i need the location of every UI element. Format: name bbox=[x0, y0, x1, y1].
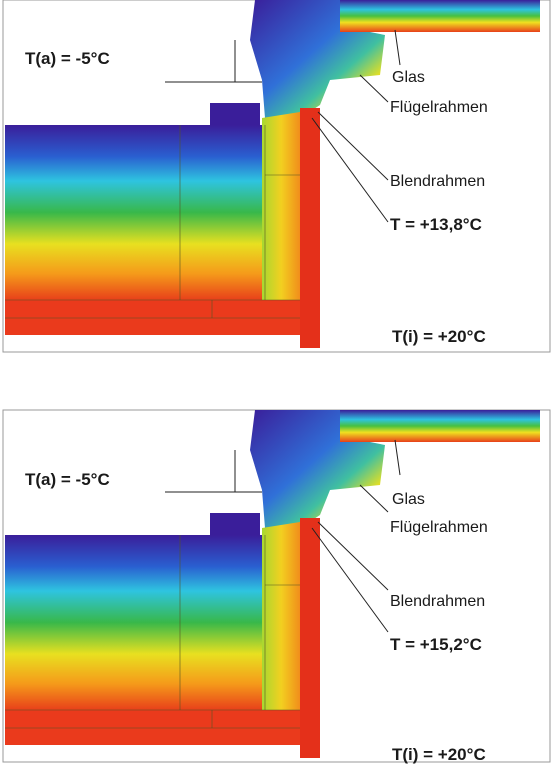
label: Glas bbox=[392, 69, 425, 86]
panel: T(a) = -5°C Glas Flügelrahmen Blendrahme… bbox=[2, 0, 551, 353]
surface-temp: T = +15,2°C bbox=[390, 635, 482, 654]
interior-temp: T(i) = +20°C bbox=[392, 745, 486, 764]
panel: T(a) = -5°C Glas Flügelrahmen Blendrahme… bbox=[2, 409, 551, 764]
label: Flügelrahmen bbox=[390, 519, 488, 536]
label: Flügelrahmen bbox=[390, 99, 488, 116]
ambient-temp: T(a) = -5°C bbox=[25, 49, 110, 68]
label: Blendrahmen bbox=[390, 173, 485, 190]
surface-temp: T = +13,8°C bbox=[390, 215, 482, 234]
thermal-image bbox=[2, 409, 551, 763]
interior-temp: T(i) = +20°C bbox=[392, 327, 486, 346]
label: Glas bbox=[392, 491, 425, 508]
ambient-temp: T(a) = -5°C bbox=[25, 470, 110, 489]
label: Blendrahmen bbox=[390, 593, 485, 610]
